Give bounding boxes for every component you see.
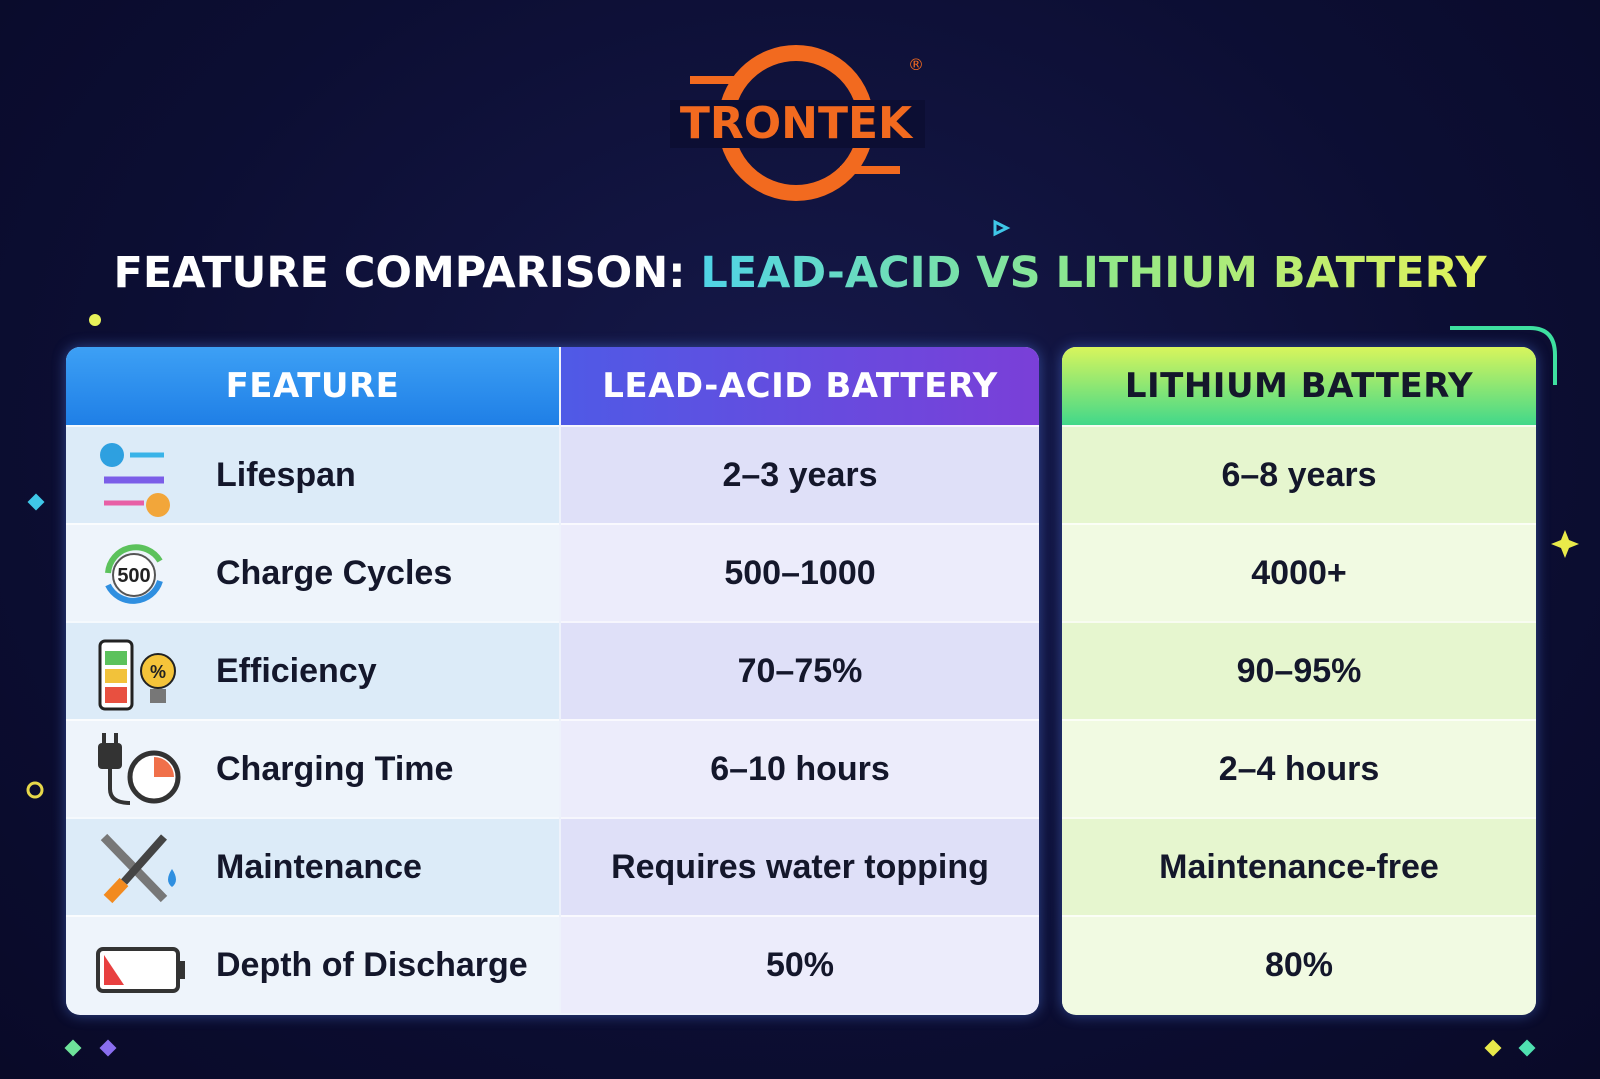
lead-acid-cell: 70–75% [561, 621, 1039, 719]
header-lithium: LITHIUM BATTERY [1062, 347, 1536, 425]
lithium-cell: Maintenance-free [1062, 817, 1536, 915]
row-icon: 500 [105, 544, 163, 604]
logo: TRONTEK ® [670, 45, 925, 201]
title: FEATURE COMPARISON: LEAD-ACID VS LITHIUM… [0, 248, 1600, 298]
lead-acid-cell: 6–10 hours [561, 719, 1039, 817]
feature-cell: Efficiency% [66, 621, 559, 719]
lead-acid-cell: Requires water topping [561, 817, 1039, 915]
row-icon [98, 733, 181, 805]
row-icon [100, 443, 170, 517]
lead-acid-cell: 500–1000 [561, 523, 1039, 621]
title-highlight: LEAD-ACID VS LITHIUM BATTERY [700, 248, 1487, 298]
logo-registered: ® [908, 55, 924, 74]
row-icon: % [98, 639, 176, 711]
icon-text: 500 [117, 565, 150, 587]
row-icon [100, 833, 176, 904]
header-lead-acid: LEAD-ACID BATTERY [561, 347, 1039, 425]
lithium-cell: 2–4 hours [1062, 719, 1536, 817]
row-icon [96, 947, 185, 993]
table-lithium: LITHIUM BATTERY 6–8 years 4000+ 90–95% 2–4 … [1062, 347, 1536, 1015]
lithium-cell: 6–8 years [1062, 425, 1536, 523]
logo-name: TRONTEK [680, 98, 914, 149]
lithium-cell: 80% [1062, 915, 1536, 1013]
feature-cell: Charging Time [66, 719, 559, 817]
feature-cell: Lifespan [66, 425, 559, 523]
header-feature: FEATURE [66, 347, 559, 425]
lithium-cell: 4000+ [1062, 523, 1536, 621]
feature-cell: Depth of Discharge [66, 915, 559, 1013]
lead-acid-cell: 2–3 years [561, 425, 1039, 523]
feature-cell: Charge Cycles 500 [66, 523, 559, 621]
feature-cell: Maintenance [66, 817, 559, 915]
table-main: FEATURE LEAD-ACID BATTERY Lifespan 2–3 ye… [66, 347, 1039, 1015]
lithium-cell: 90–95% [1062, 621, 1536, 719]
lead-acid-cell: 50% [561, 915, 1039, 1013]
icon-text: % [150, 662, 166, 682]
title-lead: FEATURE COMPARISON: [113, 248, 686, 298]
